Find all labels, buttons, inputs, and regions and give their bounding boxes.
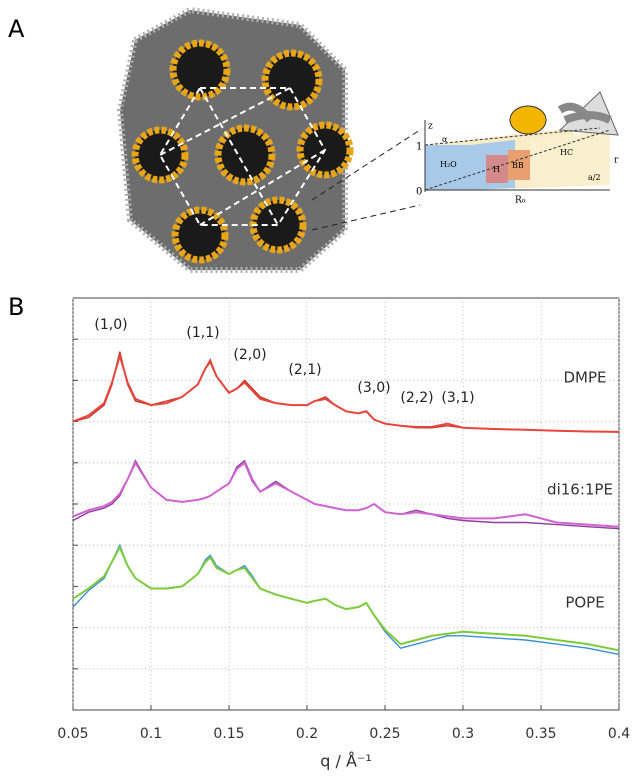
x-tick-label: 0.25: [369, 726, 400, 742]
x-tick-label: 0.4: [608, 726, 630, 742]
peak-annotation: (1,1): [186, 325, 219, 341]
series-label: POPE: [565, 594, 604, 612]
peak-annotation: (2,1): [288, 362, 321, 378]
panel-label: B: [8, 293, 24, 321]
peak-annotation: (2,2): [400, 390, 433, 406]
diagram-label: R₀: [515, 196, 526, 206]
x-tick-label: 0.2: [296, 726, 318, 742]
diagram-label: H: [493, 165, 500, 174]
lipid-illustration: [116, 6, 421, 273]
x-tick-label: 0.05: [57, 726, 88, 742]
diagram-label: HC: [560, 148, 573, 157]
series-label: di16:1PE: [547, 481, 613, 499]
fit-line: [72, 352, 620, 433]
x-axis-label: q / Å⁻¹: [320, 752, 372, 771]
x-tick-label: 0.15: [213, 726, 244, 742]
x-tick-label: 0.1: [140, 726, 162, 742]
wedge-diagram: z 1 0 α H₂O H BB HC r R₀ a/2: [416, 91, 619, 206]
peak-annotation: (3,0): [357, 380, 390, 396]
diagram-label: r: [614, 156, 619, 166]
diagram-label: a/2: [588, 173, 601, 182]
diagram-label: 1: [416, 142, 422, 153]
diagram-label: BB: [512, 161, 524, 170]
diagram-label: 0: [416, 187, 422, 198]
diagram-label: H₂O: [440, 160, 457, 169]
fit-line: [72, 460, 620, 528]
fit-line: [72, 544, 620, 652]
series-label: DMPE: [563, 369, 606, 387]
plot: 0.05 0.1 0.15 0.2 0.25 0.3 0.35 0.4 q / Å⁻¹ DMPE d…: [57, 297, 630, 771]
diagram-label: z: [428, 122, 433, 132]
peak-annotation: (2,0): [233, 347, 266, 363]
x-tick-label: 0.35: [525, 726, 556, 742]
x-tick-label: 0.3: [452, 726, 474, 742]
panel-label: A: [8, 15, 25, 43]
peak-annotation: (1,0): [94, 317, 127, 333]
peak-annotation: (3,1): [441, 390, 474, 406]
diagram-label: α: [442, 135, 448, 144]
